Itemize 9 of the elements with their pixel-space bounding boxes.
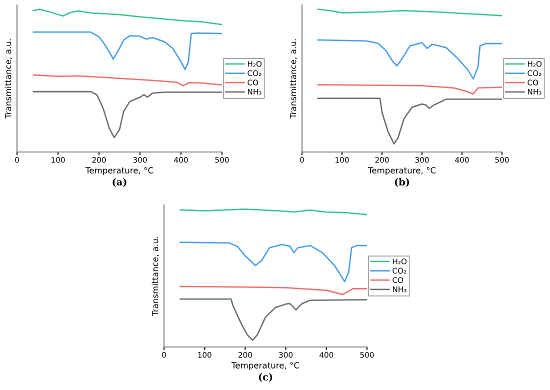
- text: (c): [258, 373, 272, 382]
- y-axis-title: Transmittance, a.u.: [290, 39, 298, 119]
- text: (b): [394, 178, 410, 187]
- x-axis-title: Temperature, °C: [85, 167, 154, 176]
- x-axis-title: Temperature, °C: [368, 167, 436, 176]
- y-axis-title: Transmittance, a.u.: [152, 236, 160, 316]
- y-axis-title: Transmittance, a.u.: [4, 39, 12, 119]
- text: (a): [112, 178, 126, 187]
- x-axis-title: Temperature, °C: [231, 362, 300, 370]
